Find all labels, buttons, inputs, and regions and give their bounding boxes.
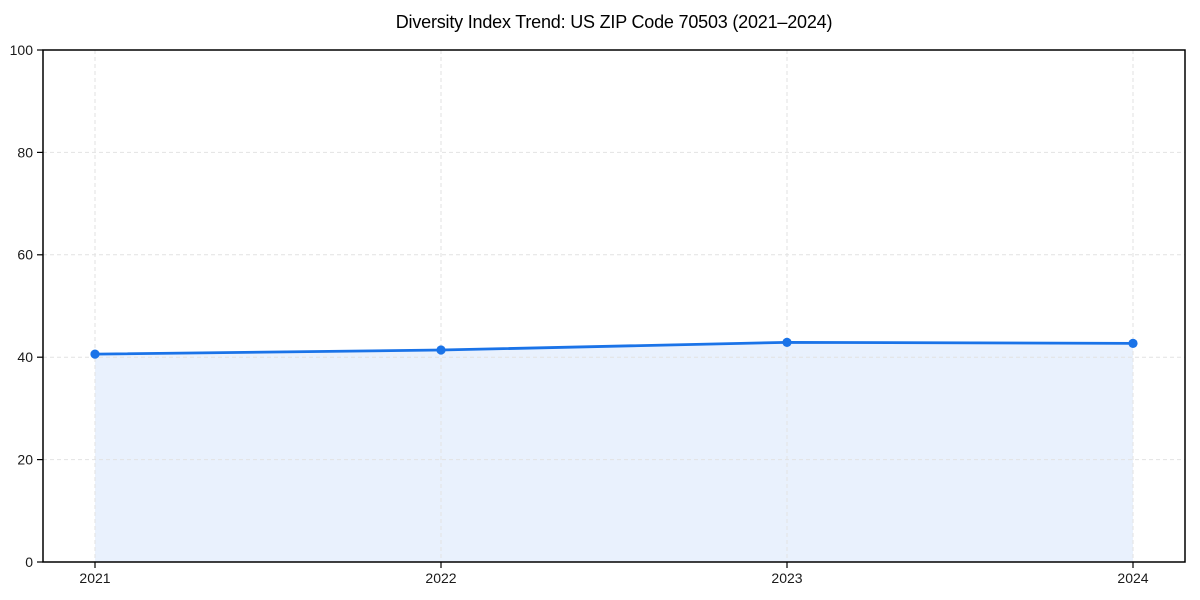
y-axis-tick-label-100: 100 (10, 42, 34, 58)
data-point-marker-2024 (1128, 338, 1138, 348)
x-axis-tick-label-2022: 2022 (425, 570, 456, 586)
y-axis-tick-label-0: 0 (25, 554, 33, 570)
x-axis-tick-label-2021: 2021 (79, 570, 110, 586)
data-point-marker-2022 (436, 345, 446, 355)
y-axis-tick-label-80: 80 (17, 144, 33, 160)
y-axis-tick-label-40: 40 (17, 349, 33, 365)
chart-title: Diversity Index Trend: US ZIP Code 70503… (395, 12, 833, 32)
trend-line (93, 340, 1135, 356)
area-fill (95, 342, 1133, 562)
x-axis-tick-label-2024: 2024 (1117, 570, 1148, 586)
data-point-marker-2023 (782, 337, 792, 347)
data-point-marker-2021 (90, 349, 100, 359)
axis-ticks (37, 49, 1134, 568)
y-axis-tick-label-60: 60 (17, 247, 33, 263)
x-axis-tick-label-2023: 2023 (771, 570, 802, 586)
plot-spines (42, 49, 1186, 563)
y-axis-tick-label-20: 20 (17, 452, 33, 468)
